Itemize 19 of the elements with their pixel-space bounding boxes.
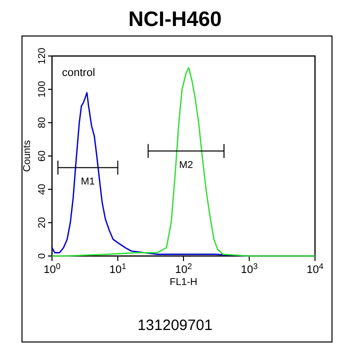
y-tick-label: 40: [37, 183, 48, 195]
x-tick-label: 10$^{1}$: [109, 262, 127, 276]
y-axis-title: Counts: [22, 140, 33, 172]
series-label: M1: [80, 176, 96, 188]
text: 131209701: [137, 317, 213, 334]
y-tick-label: 80: [37, 116, 48, 128]
y-tick-label: 120: [37, 47, 48, 64]
x-tick-label: 10$^{3}$: [240, 262, 258, 276]
x-tick-label: 10$^{0}$: [44, 262, 61, 276]
y-tick-label: 0: [37, 252, 48, 259]
x-tick-label: 10$^{2}$: [175, 262, 192, 276]
y-tick-label: 20: [37, 216, 48, 228]
y-tick-label: 60: [37, 150, 48, 162]
y-tick-label: 100: [37, 80, 48, 98]
x-tick-label: 10$^{4}$: [306, 262, 324, 276]
chart-title: NCI-H460: [128, 8, 222, 31]
series-label: M2: [179, 160, 194, 171]
x-axis-title: FL1-H: [170, 277, 198, 288]
annotation: control: [62, 67, 96, 79]
